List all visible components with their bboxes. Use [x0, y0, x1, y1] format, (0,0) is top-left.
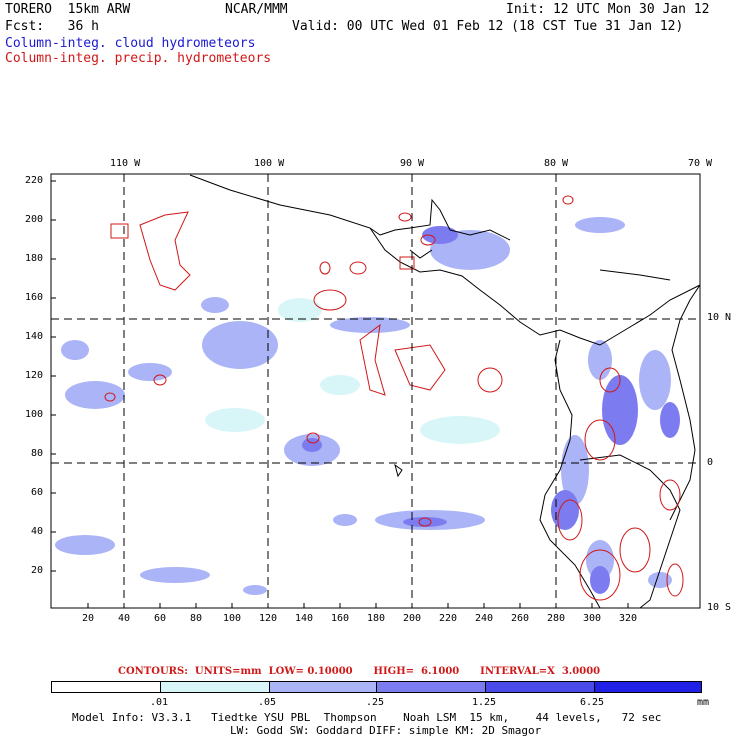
- x-tick-label: 180: [367, 613, 386, 624]
- legend-label: .01: [150, 697, 169, 708]
- legend-label: 6.25: [580, 697, 605, 708]
- legend-swatch-2: [269, 681, 377, 693]
- x-tick-label: 200: [403, 613, 422, 624]
- y-axis-ticks: [51, 180, 56, 572]
- valid-time: Valid: 00 UTC Wed 01 Feb 12 (18 CST Tue …: [292, 19, 684, 34]
- x-tick-label: 320: [619, 613, 638, 624]
- x-tick-label: 40: [118, 613, 131, 624]
- y-tick-label: 120: [25, 370, 44, 381]
- y-tick-label: 160: [25, 292, 44, 303]
- y-tick-label: 80: [31, 448, 44, 459]
- y-tick-label: 60: [31, 487, 44, 498]
- x-tick-label: 80: [190, 613, 203, 624]
- coastline-layer: [189, 174, 701, 609]
- y-tick-label: 180: [25, 253, 44, 264]
- contour-info: CONTOURS: UNITS=mm LOW= 0.10000 HIGH= 6.…: [118, 666, 601, 677]
- legend-unit: mm: [697, 697, 710, 708]
- legend-swatch-4: [485, 681, 595, 693]
- y-tick-label: 140: [25, 331, 44, 342]
- legend-swatch-3: [376, 681, 486, 693]
- x-tick-label: 140: [295, 613, 314, 624]
- center-name: NCAR/MMM: [225, 2, 288, 17]
- y-tick-label: 40: [31, 526, 44, 537]
- field-cloud-label: Column-integ. cloud hydrometeors: [5, 36, 256, 51]
- x-tick-label: 240: [475, 613, 494, 624]
- lon-label-70w: 70 W: [688, 158, 713, 169]
- legend-swatch-5: [594, 681, 702, 693]
- legend-swatch-1: [160, 681, 270, 693]
- legend-swatch-0: [51, 681, 161, 693]
- legend-label: .05: [258, 697, 277, 708]
- lat-label-10s: 10 S: [707, 602, 732, 613]
- x-tick-label: 300: [583, 613, 602, 624]
- lat-label-0: 0: [707, 457, 714, 468]
- lon-label-80w: 80 W: [544, 158, 569, 169]
- x-tick-label: 220: [439, 613, 458, 624]
- y-tick-label: 20: [31, 565, 44, 576]
- x-tick-label: 20: [82, 613, 95, 624]
- x-axis-ticks: [87, 603, 629, 608]
- precip-contour-layer: [104, 195, 684, 601]
- x-tick-label: 160: [331, 613, 350, 624]
- lon-label-90w: 90 W: [400, 158, 425, 169]
- model-info-line1: Model Info: V3.3.1 Tiedtke YSU PBL Thomp…: [72, 711, 662, 724]
- x-tick-label: 60: [154, 613, 167, 624]
- x-tick-label: 280: [547, 613, 566, 624]
- init-time: Init: 12 UTC Mon 30 Jan 12: [506, 2, 710, 17]
- lon-label-110w: 110 W: [110, 158, 141, 169]
- forecast-hour: Fcst: 36 h: [5, 19, 99, 34]
- x-tick-label: 260: [511, 613, 530, 624]
- y-tick-label: 220: [25, 175, 44, 186]
- cloud-fill-layer: [55, 217, 680, 595]
- field-precip-label: Column-integ. precip. hydrometeors: [5, 51, 272, 66]
- x-tick-label: 120: [259, 613, 278, 624]
- model-info-line2: LW: Godd SW: Goddard DIFF: simple KM: 2D…: [230, 724, 542, 737]
- y-tick-label: 200: [25, 214, 44, 225]
- lat-label-10n: 10 N: [707, 312, 732, 323]
- legend-label: .25: [366, 697, 385, 708]
- lat-lon-grid: [51, 174, 700, 608]
- x-tick-label: 100: [223, 613, 242, 624]
- y-tick-label: 100: [25, 409, 44, 420]
- model-title: TORERO 15km ARW: [5, 2, 131, 17]
- lon-label-100w: 100 W: [254, 158, 285, 169]
- legend-label: 1.25: [472, 697, 497, 708]
